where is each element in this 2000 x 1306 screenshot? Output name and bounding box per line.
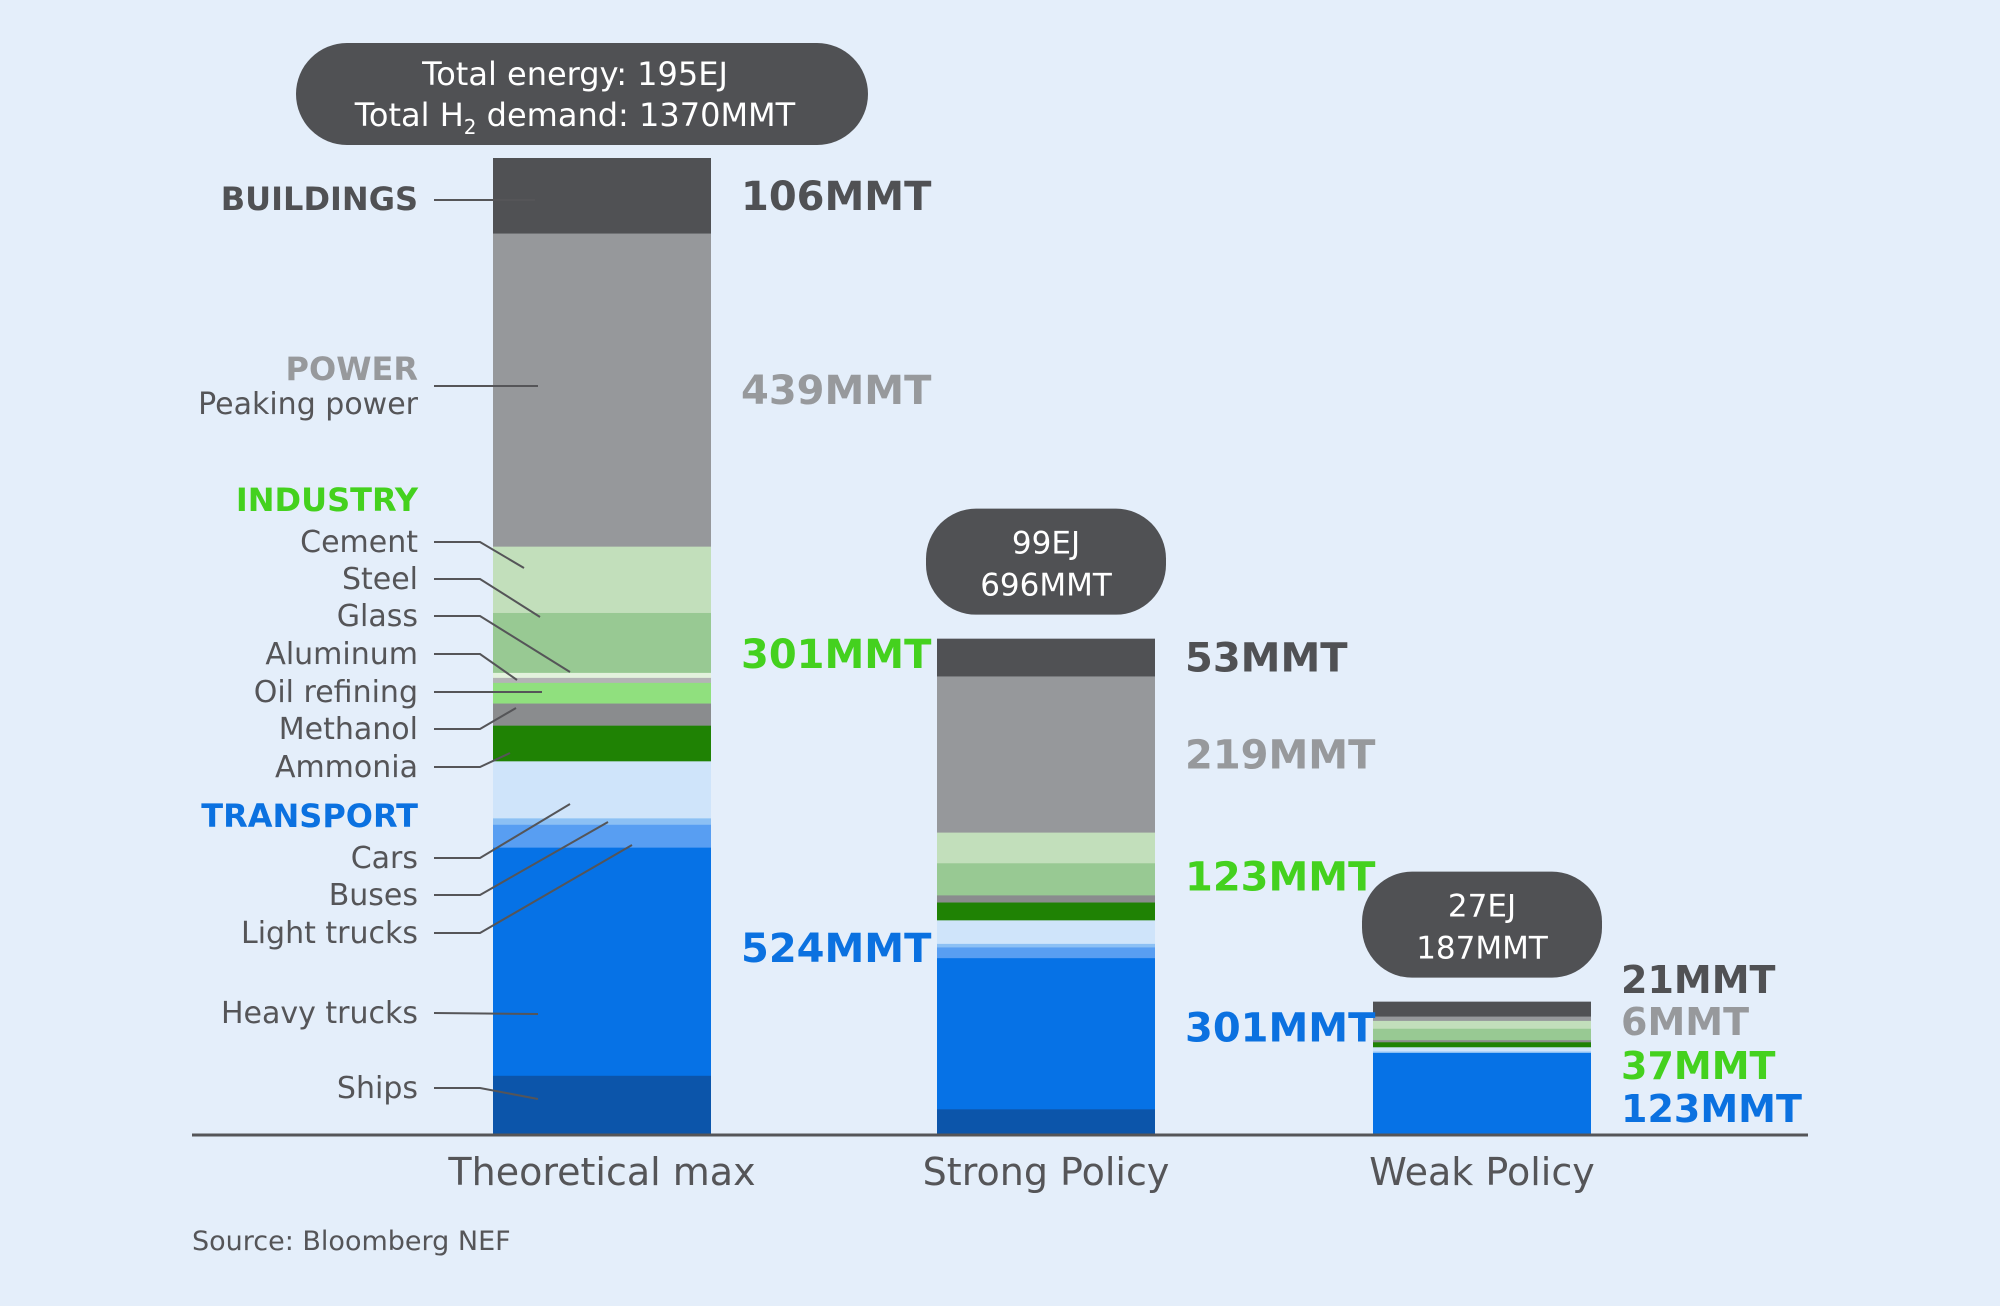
segment-label-methanol: Methanol [279,712,418,747]
bar-segment-weak-policy-buildings [1373,1001,1591,1017]
group-total-weak-policy-industry: 37MMT [1621,1044,1776,1088]
group-total-weak-policy-buildings: 21MMT [1621,958,1776,1002]
total-energy-text: 27EJ [1448,889,1516,925]
group-total-weak-policy-transport: 123MMT [1621,1087,1802,1131]
group-total-strong-policy-transport: 301MMT [1185,1006,1376,1052]
total-demand-text: 696MMT [980,568,1113,604]
total-demand-text: Total H2 demand: 1370MMT [354,96,796,139]
leader-lines [433,199,633,1100]
bar-segment-weak-policy-cement [1373,1020,1591,1030]
bar-segment-strong-policy-buildings [937,638,1155,677]
leader-cement [434,541,525,569]
leader-heavy-trucks [433,1012,539,1015]
bar-segment-theoretical-max-power [493,233,711,547]
bar-segment-theoretical-max-ammonia [493,725,711,762]
bar-segment-theoretical-max-buses [493,818,711,826]
total-energy-text: Total energy: 195EJ [421,55,728,93]
total-energy-text: 99EJ [1012,526,1080,562]
source-note: Source: Bloomberg NEF [192,1226,511,1257]
bar-segment-strong-policy-buses [937,943,1155,948]
leader-methanol [434,707,517,730]
total-pill-weak-policy: 27EJ 187MMT [1362,871,1602,978]
leader-cars [434,803,571,859]
bar-segment-theoretical-max-light-trucks [493,824,711,848]
bar-segment-strong-policy-light-trucks [937,947,1155,959]
segment-label-peaking-power: Peaking power [198,387,419,422]
segment-label-heavy-trucks: Heavy trucks [221,996,418,1031]
bar-segment-theoretical-max-methanol [493,703,711,726]
bar-segment-weak-policy-buses [1373,1051,1591,1054]
total-demand-text: 187MMT [1416,931,1549,967]
leader-light-trucks [434,844,633,934]
bar-segment-theoretical-max-oil-refining [493,682,711,704]
group-total-labels: 106MMT 439MMT 301MMT 524MMT 53MMT 219MMT 123MM… [741,174,1802,1131]
segment-label-cement: Cement [300,525,418,560]
group-total-weak-policy-power: 6MMT [1621,1000,1749,1044]
bar-segment-theoretical-max-glass [493,672,711,679]
bar-segment-strong-policy-steel [937,863,1155,896]
bar-segment-strong-policy-methanol [937,895,1155,903]
bar-segment-theoretical-max-cement [493,546,711,614]
group-heading-industry: INDUSTRY [236,481,419,519]
category-label-theoretical-max: Theoretical max [447,1150,755,1194]
segment-label-ships: Ships [337,1071,418,1106]
total-pill-background [926,508,1166,615]
segment-label-aluminum: Aluminum [265,637,418,672]
group-heading-transport: TRANSPORT [201,797,418,835]
bar-segment-weak-policy-ammonia [1373,1042,1591,1048]
group-heading-buildings: BUILDINGS [221,180,418,218]
group-total-theoretical-max-buildings: 106MMT [741,174,932,220]
group-total-strong-policy-industry: 123MMT [1185,855,1376,901]
leader-buses [434,821,609,896]
category-label-strong-policy: Strong Policy [923,1150,1170,1194]
bar-segment-theoretical-max-steel [493,612,711,674]
category-label-weak-policy: Weak Policy [1369,1150,1594,1194]
segment-label-cars: Cars [351,841,418,876]
segment-label-light-trucks: Light trucks [241,916,418,951]
total-pill-background [1362,871,1602,978]
group-total-theoretical-max-transport: 524MMT [741,926,932,972]
segment-label-oil-refining: Oil refining [254,675,418,710]
bar-segment-theoretical-max-ships [493,1075,711,1136]
leader-ammonia [434,752,511,768]
group-total-strong-policy-power: 219MMT [1185,733,1376,779]
bar-segment-theoretical-max-aluminum [493,677,711,684]
bar-segment-strong-policy-heavy-trucks [937,958,1155,1110]
segment-label-buses: Buses [329,878,418,913]
bar-segment-weak-policy-heavy-trucks [1373,1052,1591,1136]
group-total-strong-policy-buildings: 53MMT [1185,636,1348,682]
category-labels: Theoretical max Strong Policy Weak Policy [447,1150,1594,1194]
segment-label-glass: Glass [337,599,418,634]
stacked-bars [493,158,1591,1136]
total-pill-strong-policy: 99EJ 696MMT [926,508,1166,615]
group-total-theoretical-max-industry: 301MMT [741,632,932,678]
bar-segment-strong-policy-cement [937,832,1155,864]
group-total-theoretical-max-power: 439MMT [741,368,932,414]
leader-steel [434,578,541,618]
bar-segment-strong-policy-power [937,676,1155,833]
group-heading-power: POWER [286,350,418,388]
bar-segment-strong-policy-cars [937,920,1155,945]
bar-segment-theoretical-max-buildings [493,158,711,234]
bar-segment-strong-policy-ships [937,1109,1155,1136]
bar-segment-weak-policy-cars [1373,1047,1591,1052]
total-pill-background [296,43,868,145]
leader-aluminum [434,653,518,681]
bar-segment-theoretical-max-cars [493,761,711,819]
bar-segment-strong-policy-ammonia [937,902,1155,921]
bar-segment-weak-policy-power [1373,1016,1591,1022]
bar-segment-weak-policy-methanol [1373,1040,1591,1043]
segment-label-steel: Steel [342,562,418,597]
bar-segment-weak-policy-steel [1373,1028,1591,1041]
bar-segment-theoretical-max-heavy-trucks [493,847,711,1077]
leader-glass [434,615,571,673]
segment-label-ammonia: Ammonia [275,750,418,785]
leader-ships [434,1087,539,1100]
